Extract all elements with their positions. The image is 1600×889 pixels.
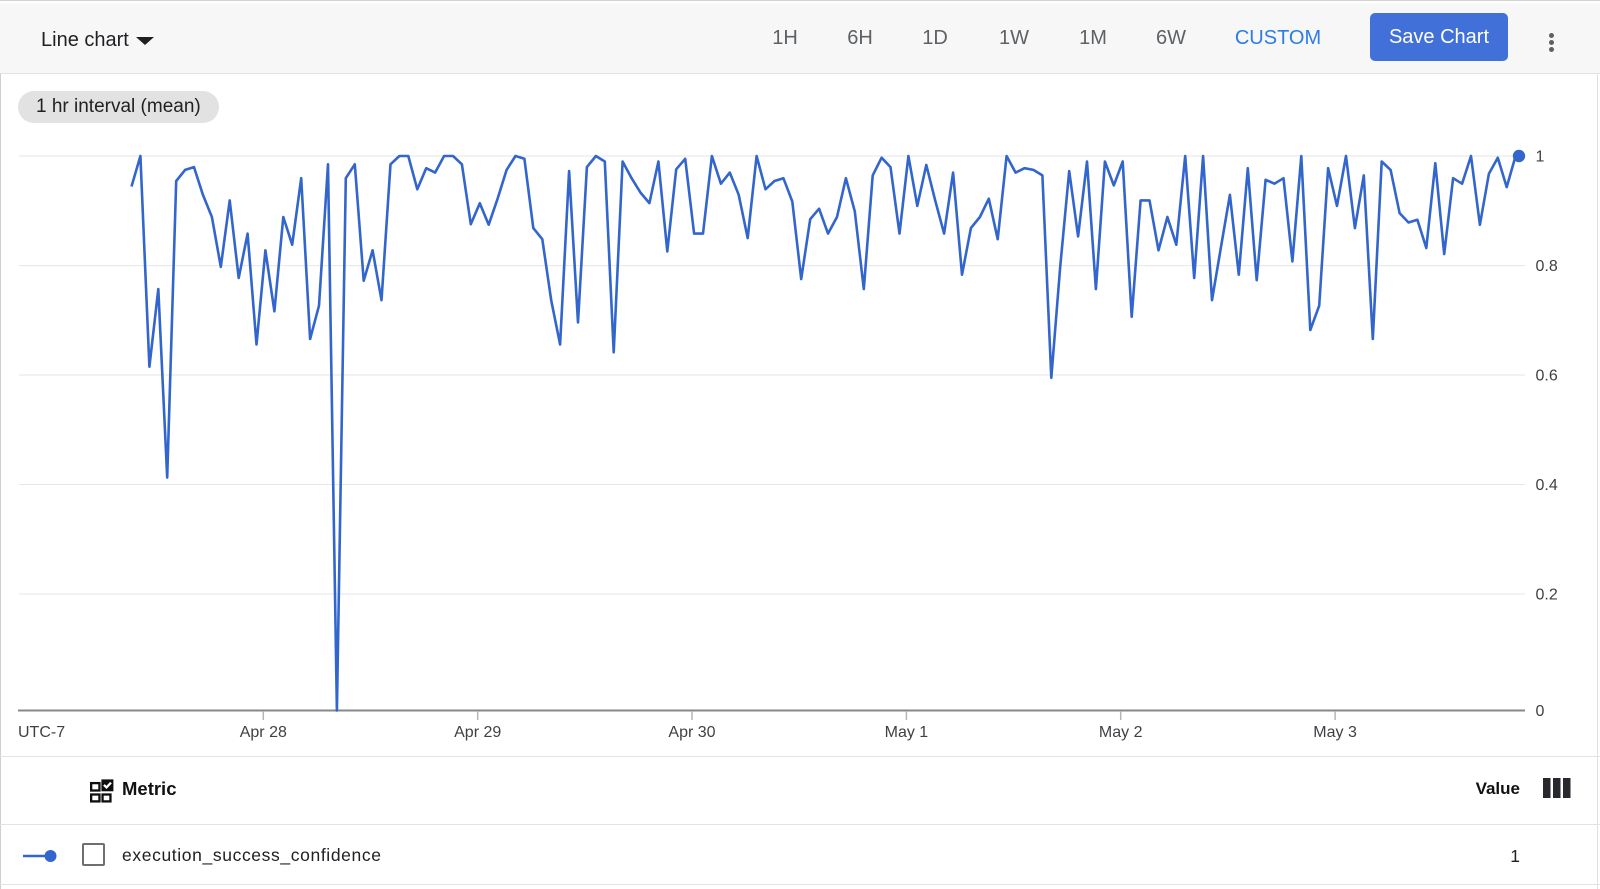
svg-text:0.2: 0.2: [1536, 587, 1558, 604]
svg-text:May 2: May 2: [1099, 724, 1143, 741]
svg-text:0: 0: [1536, 703, 1545, 720]
svg-text:Apr 29: Apr 29: [454, 724, 501, 741]
svg-text:1: 1: [1536, 149, 1545, 166]
svg-text:Apr 30: Apr 30: [668, 724, 715, 741]
svg-text:0.4: 0.4: [1536, 477, 1558, 494]
svg-text:0.8: 0.8: [1536, 258, 1558, 275]
svg-text:May 1: May 1: [885, 724, 929, 741]
svg-text:May 3: May 3: [1313, 724, 1357, 741]
svg-text:UTC-7: UTC-7: [18, 724, 65, 741]
svg-text:Apr 28: Apr 28: [240, 724, 287, 741]
svg-text:0.6: 0.6: [1536, 368, 1558, 385]
